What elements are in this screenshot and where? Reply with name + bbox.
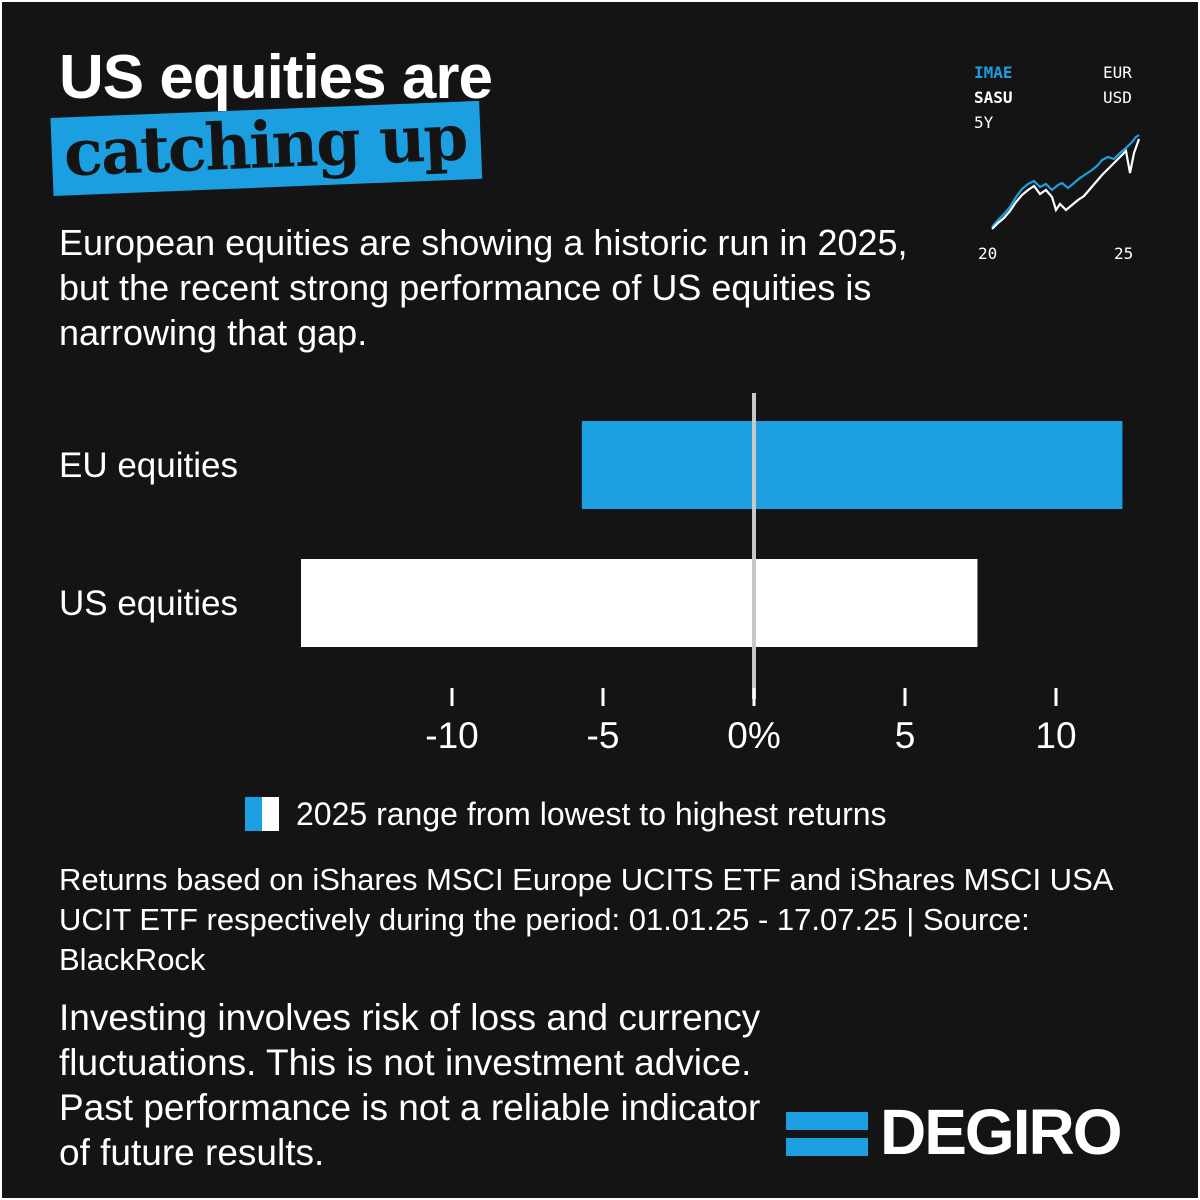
x-tick-label: 0% [727,715,780,756]
degiro-logo: DEGIRO [786,1096,1122,1168]
logo-wordmark: DEGIRO [880,1096,1122,1168]
legend-label: 2025 range from lowest to highest return… [296,795,887,832]
range-bar-chart: EU equities US equities -10 -5 0% 5 10 [2,2,1198,862]
chart-legend: 2025 range from lowest to highest return… [245,794,887,834]
mini-x-start-label: 20 [978,244,998,263]
mini-sparkline [991,134,1141,230]
mini-currency-2: USD [1103,88,1132,107]
legend-swatch [245,797,279,831]
category-label: EU equities [59,446,238,485]
mini-x-end-label: 25 [1114,244,1134,263]
x-tick-label: 5 [895,715,916,756]
bar-us-equities [301,559,978,647]
logo-mark-icon [786,1108,868,1156]
x-tick-label: -10 [425,715,478,756]
subtitle: European equities are showing a historic… [59,222,908,353]
mini-period: 5Y [974,113,994,132]
mini-currency-1: EUR [1103,63,1132,82]
mini-ticker-1: IMAE [974,63,1013,82]
x-tick-label: -5 [587,715,620,756]
mini-ticker-2: SASU [974,88,1013,107]
mini-price-chart: IMAE EUR SASU USD 5Y 20 25 [962,57,1162,267]
bar-eu-equities [581,421,1123,509]
risk-disclaimer: Investing involves risk of loss and curr… [59,997,761,1173]
chart-svg: EU equities US equities -10 -5 0% 5 10 [59,393,1123,756]
source-footnote: Returns based on iShares MSCI Europe UCI… [59,862,1112,977]
page-title: US equities are [59,43,493,112]
mini-line-imae [991,134,1140,228]
category-label: US equities [59,584,238,623]
x-tick-label: 10 [1035,715,1076,756]
mini-line-sasu [991,138,1141,230]
